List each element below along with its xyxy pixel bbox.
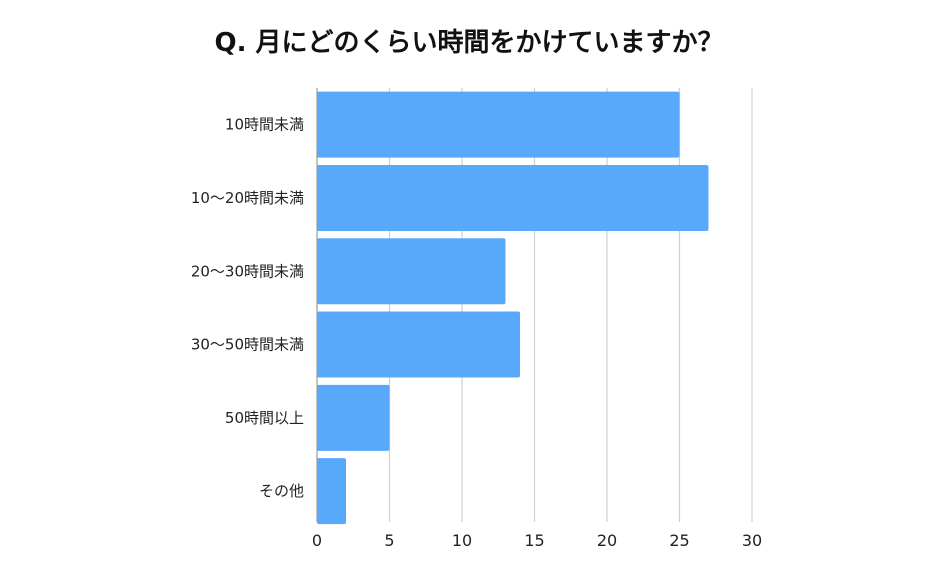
category-label-6: その他	[259, 482, 304, 500]
bar-1	[317, 91, 680, 158]
category-label-3: 20〜30時間未満	[191, 262, 304, 280]
x-tick-labels: 0 5 10 15 20 25 30	[312, 531, 762, 550]
chart-title: Q. 月にどのくらい時間をかけていますか？	[214, 28, 724, 58]
category-label-4: 30〜50時間未満	[191, 336, 304, 354]
bar-2	[317, 164, 709, 231]
x-tick-label-20: 20	[597, 531, 617, 550]
x-tick-label-15: 15	[524, 531, 544, 550]
x-tick-label-30: 30	[742, 531, 762, 550]
bar-5	[317, 384, 390, 451]
x-tick-label-5: 5	[384, 531, 394, 550]
category-label-2: 10〜20時間未満	[191, 189, 304, 207]
category-label-5: 50時間以上	[225, 409, 304, 427]
x-tick-label-25: 25	[669, 531, 689, 550]
bar-6	[317, 458, 346, 525]
category-labels: 10時間未満 10〜20時間未満 20〜30時間未満 30〜50時間未満 50時間以上そ…	[191, 116, 304, 501]
bar-3	[317, 238, 506, 305]
x-tick-label-10: 10	[452, 531, 472, 550]
x-tick-label-0: 0	[312, 531, 322, 550]
gridlines	[316, 88, 753, 522]
bars	[317, 91, 709, 525]
bar-4	[317, 311, 520, 378]
category-label-1: 10時間未満	[225, 116, 304, 134]
